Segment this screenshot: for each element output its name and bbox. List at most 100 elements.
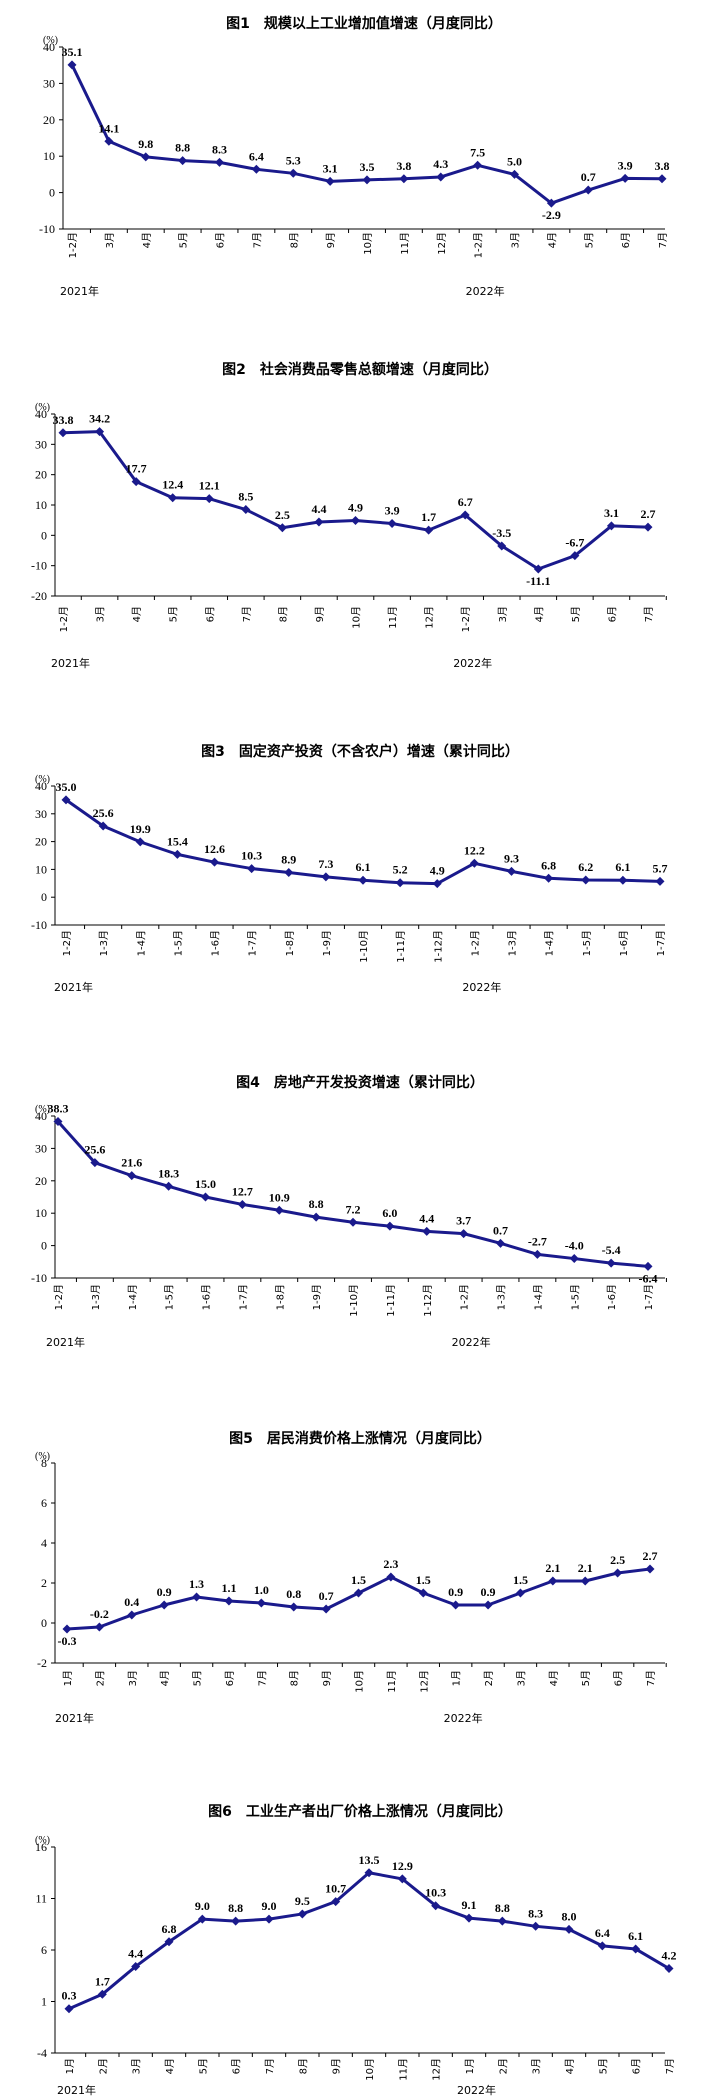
x-tick-label: 12月 [418,1670,430,1693]
x-tick-label: 5月 [580,1670,592,1686]
data-label: 3.8 [655,159,670,173]
x-tick-label: 10月 [364,2058,376,2081]
data-point [164,1937,174,1947]
data-point [67,60,77,70]
x-tick-label: 11月 [399,232,411,255]
y-tick-label: 20 [35,835,47,849]
x-tick-label: 8月 [297,2058,309,2074]
x-tick-label: 1-11月 [395,930,407,963]
data-label: 5.3 [286,153,301,167]
data-point [314,517,324,527]
x-tick-label: 9月 [314,606,326,622]
y-tick-label: -2 [37,1656,47,1670]
x-tick-label: 1-2月 [459,1284,471,1310]
data-point [464,1913,474,1923]
y-axis-unit: (%) [43,35,58,46]
data-label: 8.9 [281,852,296,866]
x-tick-label: 6月 [620,232,632,248]
y-axis-unit: (%) [35,402,50,413]
x-tick-label: 1-10月 [348,1284,360,1317]
y-tick-label: 30 [35,807,47,821]
data-label: 33.8 [53,413,74,427]
x-tick-label: 10月 [354,1670,366,1693]
x-tick-label: 1-2月 [469,930,481,956]
x-tick-label: 12月 [436,232,448,255]
data-label: 35.0 [56,780,77,794]
x-tick-label: 11月 [397,2058,409,2081]
data-label: 6.7 [458,495,473,509]
data-point [643,522,653,532]
year-label: 2021年 [60,284,99,298]
data-label: 8.8 [309,1197,324,1211]
data-label: 18.3 [158,1166,179,1180]
x-tick-label: 1-5月 [164,1284,176,1310]
data-label: 2.5 [275,508,290,522]
data-label: 0.9 [481,1585,496,1599]
data-label: 9.0 [195,1899,210,1913]
x-tick-label: 6月 [231,2058,243,2074]
y-axis-unit: (%) [35,1104,50,1115]
data-label: 6.1 [628,1929,643,1943]
data-point [95,427,105,437]
y-tick-label: 30 [43,76,55,90]
data-point [159,1600,169,1610]
data-label: 8.8 [228,1901,243,1915]
data-point [387,519,397,529]
data-point [459,1229,469,1239]
x-tick-label: 1-6月 [618,930,630,956]
year-label: 2022年 [457,2083,496,2097]
y-tick-label: 30 [35,437,47,451]
data-label: 34.2 [89,412,110,426]
data-point [386,1572,396,1582]
data-label: 6.8 [541,858,556,872]
data-point [657,174,667,184]
data-label: 3.5 [360,160,375,174]
x-tick-label: 5月 [583,232,595,248]
x-tick-label: 3月 [515,1670,527,1686]
data-label: 1.7 [95,1974,110,1988]
x-tick-label: 5月 [570,606,582,622]
y-tick-label: 40 [35,407,47,421]
x-tick-label: 4月 [564,2058,576,2074]
data-label: 5.2 [393,863,408,877]
data-point [451,1600,461,1610]
data-point [469,858,479,868]
data-point [432,879,442,889]
data-label: 10.3 [241,849,262,863]
data-point [645,1564,655,1574]
data-point [284,867,294,877]
y-tick-label: 0 [41,1239,47,1253]
y-tick-label: 40 [43,40,55,54]
y-tick-label: -4 [37,2046,47,2060]
data-point [331,1897,341,1907]
x-tick-label: 1-3月 [98,930,110,956]
data-point [204,494,214,504]
data-label: 6.1 [356,860,371,874]
y-tick-label: 16 [35,1840,47,1854]
x-tick-label: 11月 [387,606,399,629]
x-tick-label: 6月 [631,2058,643,2074]
data-label: 0.9 [448,1585,463,1599]
chart-title: 图6 工业生产者出厂价格上涨情况（月度同比） [208,1803,512,1820]
data-point [231,1916,241,1926]
data-point [224,1596,234,1606]
data-label: 2.3 [383,1557,398,1571]
data-point [251,164,261,174]
data-point [311,1212,321,1222]
data-label: 38.3 [48,1102,69,1116]
data-point [424,525,434,535]
data-label: -2.9 [542,208,561,222]
x-tick-label: 1-3月 [496,1284,508,1310]
x-tick-label: 1月 [451,1670,463,1686]
y-tick-label: 10 [35,1206,47,1220]
data-point [515,1588,525,1598]
x-tick-label: 3月 [497,606,509,622]
data-point [507,866,516,876]
x-tick-label: 1-5月 [581,930,593,956]
x-tick-label: 1-6月 [201,1284,213,1310]
data-label: 2.1 [578,1561,593,1575]
data-label: 8.3 [528,1906,543,1920]
data-label: 0.9 [157,1585,172,1599]
x-tick-label: 1-2月 [61,930,73,956]
data-point [395,878,405,888]
